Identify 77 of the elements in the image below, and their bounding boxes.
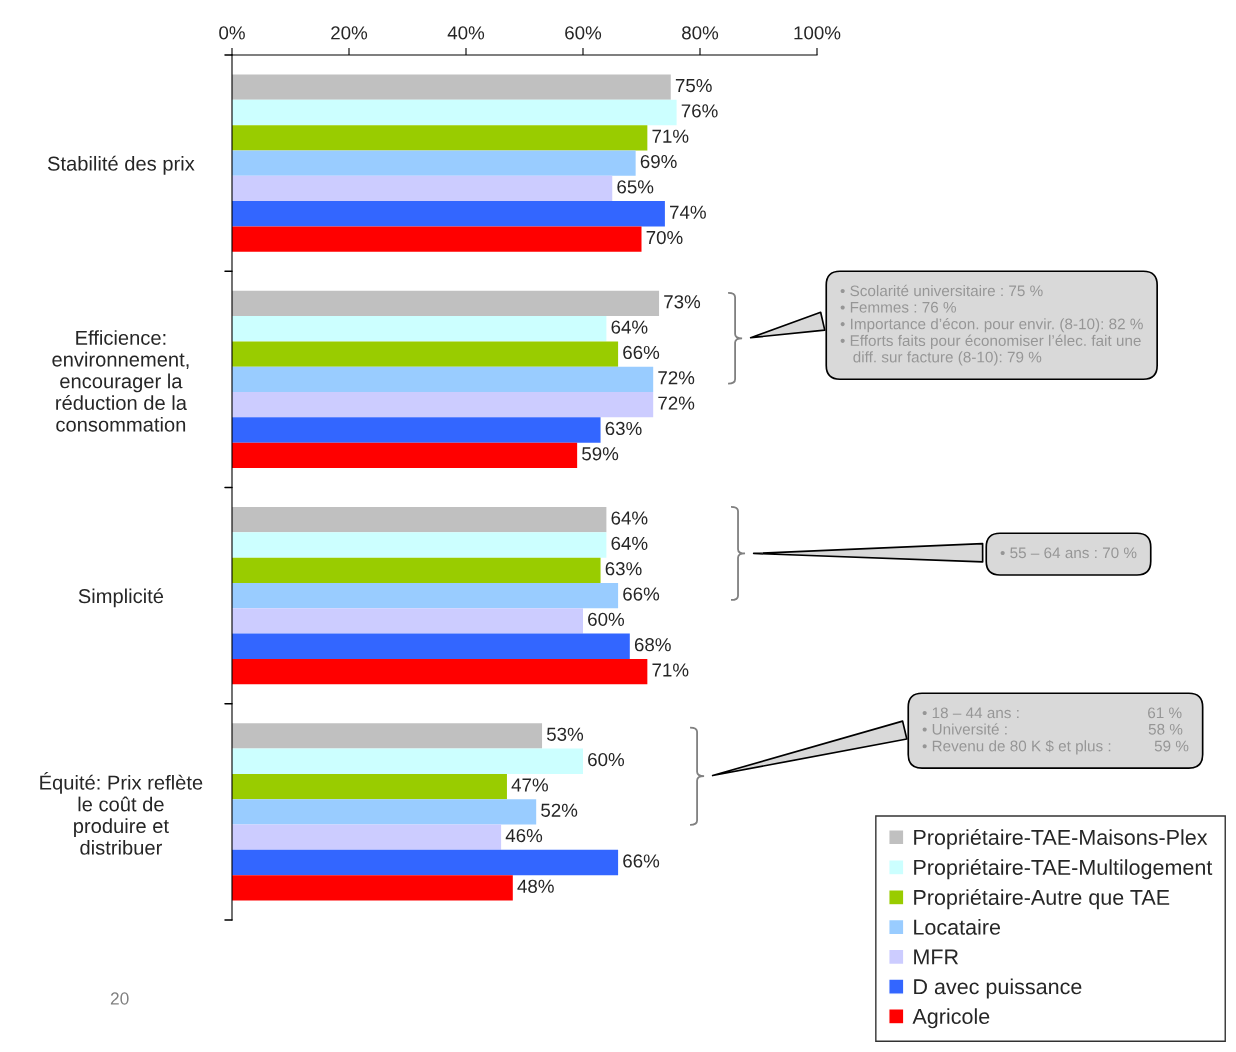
data-label: 63% — [605, 421, 642, 436]
y-tick-label: Stabilité des prix — [47, 155, 195, 175]
text: • Scolarité universitaire : 75 % • Femmes : 76 % • Importance d’écon. pour envir. (8-10): 82 % • Efforts faits pour économiser l’élec. fait une diff. sur facture (8-10): 79 % — [840, 284, 1143, 366]
data-label: 76% — [681, 104, 718, 118]
legend-label: MFR — [914, 949, 959, 965]
bar — [232, 99, 677, 126]
legend-label: Locataire — [914, 918, 1001, 935]
data-label: 73% — [664, 295, 701, 309]
bar — [232, 506, 607, 533]
bar — [232, 392, 654, 418]
legend-label: Agricole — [912, 1008, 990, 1029]
data-label: 75% — [675, 78, 712, 93]
data-label: 72% — [658, 371, 695, 385]
bar — [232, 748, 583, 774]
x-tick-label: 100% — [794, 26, 841, 40]
data-label: 72% — [658, 396, 695, 410]
bar — [232, 582, 619, 609]
text: • 55 – 64 ans : 70 % — [1000, 547, 1137, 559]
text: • 18 – 44 ans : 61 % • Université : 58 % • Revenu de 80 K $ et plus : 59 % — [922, 707, 1189, 755]
data-label: 68% — [634, 638, 671, 652]
data-label: 65% — [617, 180, 654, 194]
bar — [232, 175, 613, 202]
bar — [232, 824, 502, 850]
bar — [232, 366, 654, 393]
x-tick-label: 20% — [331, 26, 368, 40]
y-tick-label: Équité: Prix reflète le coût de produire et distribuer — [40, 772, 203, 855]
bar — [232, 417, 601, 443]
bar — [232, 849, 619, 876]
x-tick-label: 0% — [219, 26, 245, 40]
bar — [232, 633, 630, 659]
legend-label: Propriétaire-Autre que TAE — [914, 888, 1170, 910]
bar — [232, 799, 537, 825]
legend-label: Propriétaire-TAE-Multilogement — [914, 858, 1213, 880]
data-label: 71% — [652, 663, 689, 677]
data-label: 48% — [517, 879, 554, 893]
data-label: 63% — [605, 562, 642, 576]
data-label: 70% — [646, 230, 683, 245]
bar — [232, 532, 607, 558]
bar — [232, 150, 636, 176]
bar — [232, 201, 665, 227]
bar — [232, 442, 578, 469]
data-label: 60% — [588, 752, 625, 767]
data-label: 66% — [623, 587, 660, 601]
data-label: 64% — [611, 511, 648, 525]
x-tick-label: 60% — [565, 26, 602, 40]
data-label: 66% — [623, 345, 660, 360]
text: 20 — [110, 992, 129, 1005]
legend-label: D avec puissance — [914, 978, 1082, 999]
x-tick-label: 80% — [682, 26, 719, 40]
data-label: 46% — [505, 828, 543, 843]
bar — [232, 316, 607, 342]
data-label: 74% — [670, 205, 706, 219]
data-label: 52% — [541, 803, 578, 817]
y-tick-label: Efficience: environnement, encourager la réduction de la consommation — [52, 330, 189, 432]
data-label: 53% — [546, 727, 584, 741]
bar — [232, 875, 513, 901]
bar — [232, 226, 642, 252]
data-label: 60% — [588, 612, 625, 626]
bar — [232, 723, 543, 749]
bar — [232, 658, 648, 685]
data-label: 47% — [511, 778, 548, 792]
bar — [232, 773, 507, 800]
y-tick-label: Simplicité — [78, 588, 164, 608]
data-label: 69% — [640, 154, 677, 169]
bar — [232, 557, 601, 583]
bar — [232, 608, 583, 634]
x-tick-label: 40% — [447, 26, 485, 40]
bar — [232, 341, 619, 367]
bar — [232, 290, 660, 317]
data-label: 59% — [582, 447, 619, 461]
bar — [232, 74, 671, 100]
data-label: 64% — [611, 536, 648, 550]
legend-label: Propriétaire-TAE-Maisons-Plex — [914, 828, 1208, 850]
data-label: 66% — [623, 854, 660, 868]
data-label: 64% — [611, 320, 648, 334]
data-label: 71% — [652, 129, 689, 143]
bar — [232, 125, 648, 151]
